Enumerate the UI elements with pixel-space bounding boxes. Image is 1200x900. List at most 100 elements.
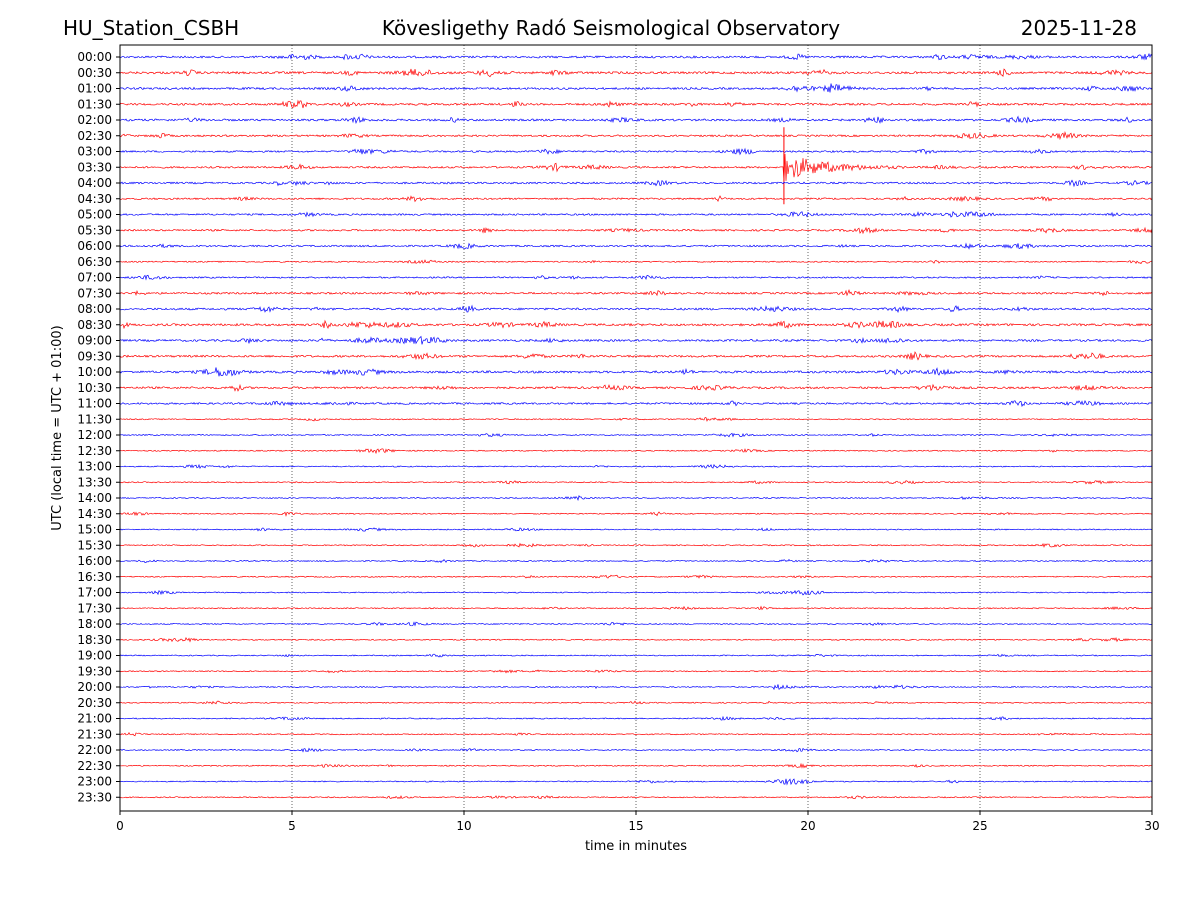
y-tick-label: 04:00 — [77, 176, 112, 190]
trace-1700 — [119, 589, 1153, 596]
y-tick-label: 16:30 — [77, 570, 112, 584]
trace-0800 — [119, 304, 1153, 314]
trace-0830 — [119, 319, 1153, 330]
trace-1530 — [119, 542, 1153, 548]
x-tick-label: 20 — [800, 819, 815, 833]
trace-0530 — [119, 226, 1153, 235]
trace-0900 — [119, 335, 1153, 345]
y-tick-label: 03:30 — [77, 160, 112, 174]
y-tick-label: 00:30 — [77, 66, 112, 80]
y-tick-label: 04:30 — [77, 192, 112, 206]
trace-2130 — [119, 732, 1153, 737]
y-tick-label: 23:00 — [77, 775, 112, 789]
trace-1130 — [120, 417, 1153, 422]
y-tick-label: 13:30 — [77, 475, 112, 489]
y-tick-label: 06:00 — [77, 239, 112, 253]
y-tick-label: 17:00 — [77, 586, 112, 600]
y-tick-label: 20:00 — [77, 680, 112, 694]
y-tick-label: 15:30 — [77, 538, 112, 552]
trace-1030 — [119, 383, 1153, 392]
trace-1330 — [119, 479, 1153, 485]
seismic-traces — [119, 52, 1153, 800]
y-tick-label: 07:30 — [77, 286, 112, 300]
y-tick-label: 01:30 — [77, 97, 112, 111]
trace-1200 — [119, 432, 1153, 438]
y-tick-label: 16:00 — [77, 554, 112, 568]
x-axis-label: time in minutes — [585, 839, 687, 854]
y-tick-label: 11:00 — [77, 397, 112, 411]
y-tick-label: 19:30 — [77, 664, 112, 678]
y-tick-label: 10:00 — [77, 365, 112, 379]
trace-0030 — [119, 68, 1153, 78]
y-tick-label: 00:00 — [77, 50, 112, 64]
y-tick-label: 06:30 — [77, 255, 112, 269]
y-tick-label: 02:30 — [77, 129, 112, 143]
y-tick-label: 03:00 — [77, 145, 112, 159]
y-tick-label: 14:00 — [77, 491, 112, 505]
y-axis-label: UTC (local time = UTC + 01:00) — [50, 325, 65, 530]
y-tick-label: 14:30 — [77, 507, 112, 521]
trace-0930 — [119, 351, 1153, 361]
trace-2330 — [119, 795, 1153, 800]
trace-1800 — [120, 621, 1152, 627]
plot-frame — [119, 44, 1153, 812]
y-tick-label: 10:30 — [77, 381, 112, 395]
trace-0500 — [119, 211, 1153, 218]
station-name: HU_Station_CSBH — [63, 16, 239, 40]
y-tick-label: 09:00 — [77, 334, 112, 348]
trace-0730 — [119, 289, 1153, 297]
y-tick-label: 08:30 — [77, 318, 112, 332]
y-tick-label: 19:00 — [77, 649, 112, 663]
y-tick-label: 22:00 — [77, 743, 112, 757]
trace-2200 — [119, 747, 1153, 753]
trace-2230 — [120, 762, 1152, 769]
y-tick-label: 08:00 — [77, 302, 112, 316]
y-tick-label: 18:00 — [77, 617, 112, 631]
trace-0600 — [119, 242, 1152, 250]
trace-1000 — [119, 367, 1153, 377]
vertical-grid — [291, 45, 981, 811]
y-tick-label: 15:00 — [77, 523, 112, 537]
y-tick-label: 11:30 — [77, 412, 112, 426]
trace-0100 — [119, 83, 1153, 93]
y-tick-label: 21:30 — [77, 727, 112, 741]
trace-1100 — [119, 400, 1153, 408]
trace-1230 — [119, 448, 1153, 455]
y-tick-label: 17:30 — [77, 601, 112, 615]
y-tick-label: 09:30 — [77, 349, 112, 363]
trace-0230 — [119, 131, 1153, 141]
trace-2000 — [119, 684, 1153, 691]
y-tick-label: 22:30 — [77, 759, 112, 773]
x-tick-label: 15 — [628, 819, 643, 833]
x-tick-label: 10 — [456, 819, 471, 833]
y-tick-label: 05:30 — [77, 223, 112, 237]
y-tick-label: 12:30 — [77, 444, 112, 458]
trace-1900 — [119, 653, 1153, 658]
y-tick-label: 07:00 — [77, 271, 112, 285]
trace-1630 — [119, 574, 1153, 579]
trace-1600 — [119, 558, 1153, 564]
trace-0200 — [119, 115, 1153, 124]
trace-2100 — [119, 715, 1153, 722]
y-tick-label: 02:00 — [77, 113, 112, 127]
trace-0430 — [119, 195, 1153, 203]
chart-title: Kövesligethy Radó Seismological Observat… — [382, 16, 840, 40]
y-tick-label: 01:00 — [77, 82, 112, 96]
trace-0400 — [119, 179, 1153, 188]
y-tick-label: 20:30 — [77, 696, 112, 710]
trace-0630 — [120, 259, 1153, 265]
y-tick-label: 13:00 — [77, 460, 112, 474]
trace-0330 — [119, 153, 1152, 181]
trace-1430 — [119, 511, 1153, 517]
trace-0700 — [119, 274, 1153, 281]
x-axis-ticks: 0 5 10 15 20 25 30 — [116, 811, 1160, 833]
trace-0130 — [119, 99, 1153, 109]
trace-1830 — [119, 636, 1153, 643]
y-tick-label: 05:00 — [77, 208, 112, 222]
x-tick-label: 25 — [972, 819, 987, 833]
trace-1500 — [119, 527, 1153, 532]
chart-date: 2025-11-28 — [1021, 16, 1137, 40]
y-tick-label: 12:00 — [77, 428, 112, 442]
